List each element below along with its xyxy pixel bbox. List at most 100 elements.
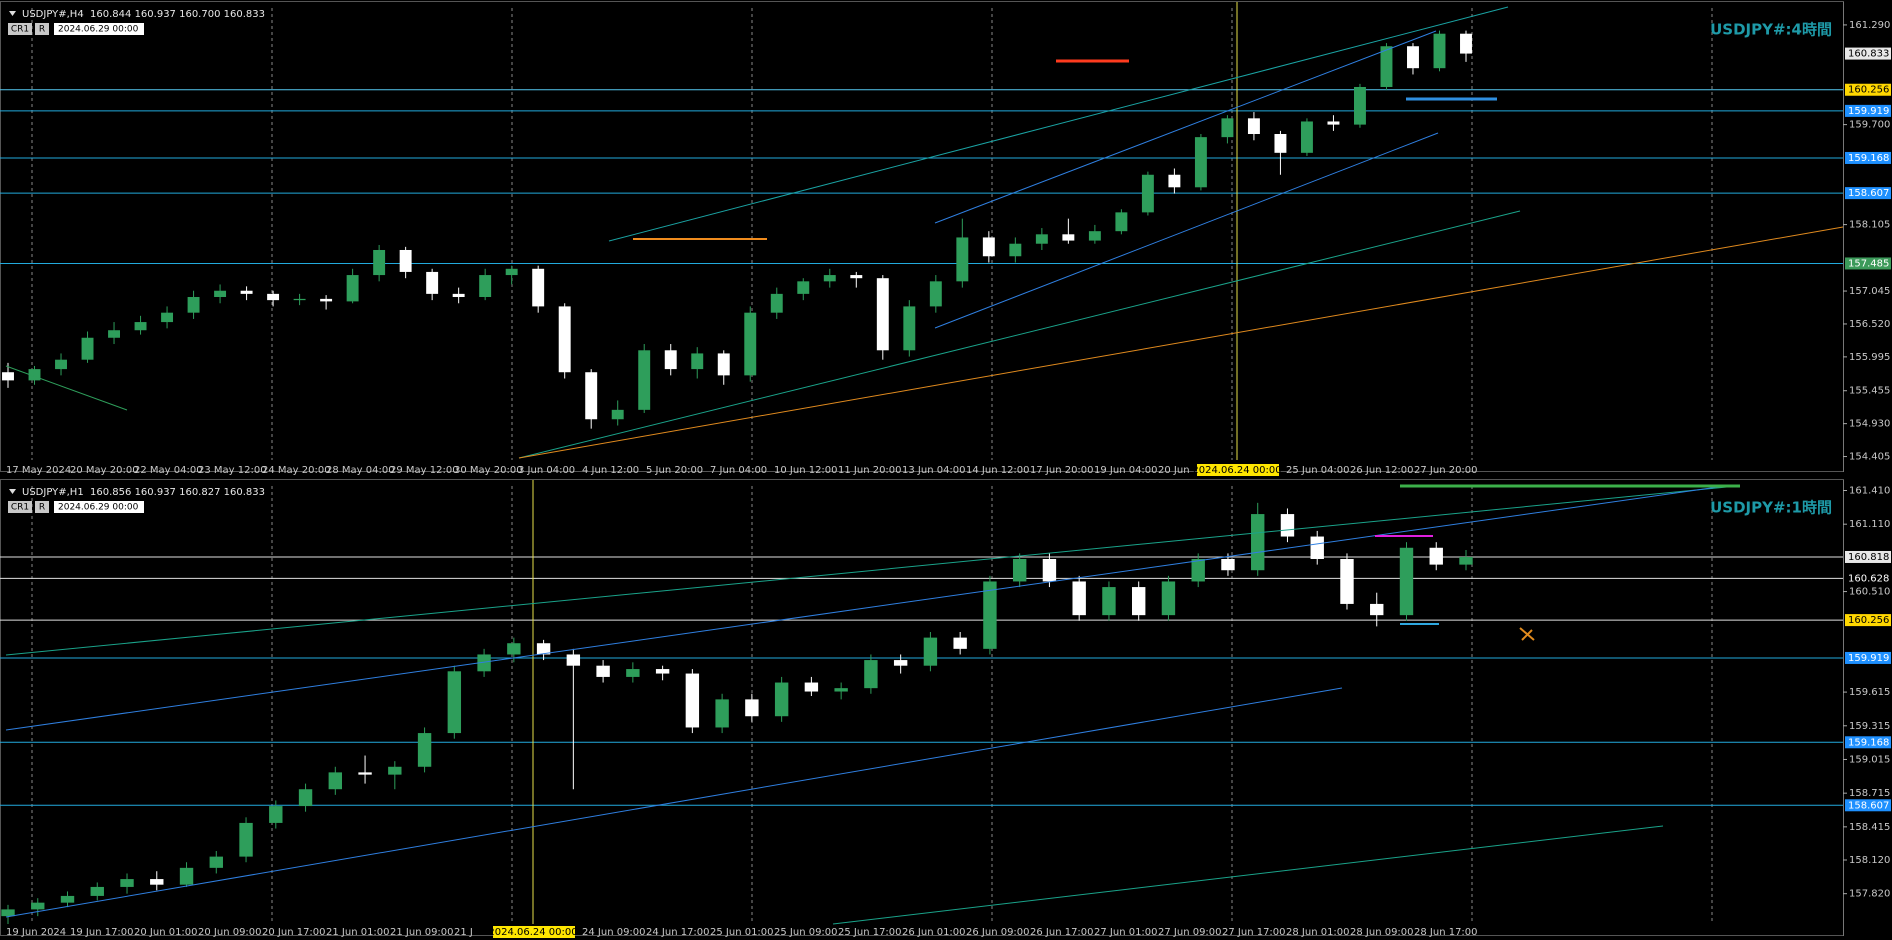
candle-body [187, 297, 200, 313]
candle-body [1399, 547, 1414, 616]
trendline [832, 825, 1664, 925]
candle-body [507, 643, 521, 655]
candle-body [1102, 587, 1116, 616]
x-tick-label: 26 Jun 17:00 [1030, 927, 1094, 938]
candle-body [626, 669, 640, 677]
candle-body [611, 409, 624, 420]
candle-body [240, 290, 253, 294]
candle-body [31, 902, 45, 910]
candle-body [536, 643, 551, 655]
y-tick-label: 157.820 [1849, 889, 1890, 900]
y-tick-label: 160.510 [1849, 587, 1890, 598]
candle-body [1042, 559, 1057, 582]
level-label-bg [1845, 83, 1891, 96]
candle-body [1161, 581, 1176, 616]
candle-body [1191, 559, 1205, 582]
candle-body [293, 298, 306, 301]
trendline [608, 6, 1509, 242]
candle-body [60, 895, 75, 903]
x-tick-label: 28 Jun 09:00 [1350, 927, 1414, 938]
candle-body [1035, 234, 1048, 244]
candle-body [267, 293, 280, 301]
y-tick-label: 154.930 [1849, 419, 1890, 430]
candle-body [1088, 231, 1101, 241]
y-tick-label: 155.455 [1849, 386, 1890, 397]
x-tick-label: 27 Jun 17:00 [1222, 927, 1286, 938]
x-tick-label: 30 May 20:00 [454, 465, 523, 476]
x-tick-label: 7 Jun 04:00 [710, 465, 767, 476]
level-label-bg [1845, 187, 1891, 200]
candle-body [2, 372, 14, 381]
x-tick-label: 25 Jun 01:00 [710, 927, 774, 938]
candle-body [505, 268, 518, 276]
candle-body [1131, 587, 1146, 616]
y-tick-label: 159.315 [1849, 721, 1890, 732]
bid-label-bg [1845, 47, 1891, 60]
x-tick-label: 28 Jun 17:00 [1414, 927, 1478, 938]
x-tick-label: 20 Jun 17:00 [262, 927, 326, 938]
level-label-bg [1845, 572, 1891, 585]
candle-body [864, 660, 878, 689]
candle-body [161, 312, 174, 323]
candle-body [358, 772, 372, 775]
candle-body [1380, 46, 1393, 87]
candle-body [1141, 174, 1154, 213]
x-tick-label: 19 Jun 17:00 [70, 927, 134, 938]
level-label-bg [1845, 151, 1891, 164]
cursor-label: 2024.06.24 00:00 [1192, 465, 1281, 476]
time-field [54, 501, 144, 513]
candle-body [346, 275, 359, 302]
toolbar-button[interactable] [8, 501, 32, 513]
level-label-bg [1845, 614, 1891, 627]
candle-body [804, 682, 819, 692]
x-tick-label: 20 Jun 01:00 [134, 927, 198, 938]
candle-body [1460, 33, 1472, 54]
symbol-header: USDJPY#,H4 160.844 160.937 160.700 160.8… [22, 9, 265, 20]
trendline [934, 30, 1437, 224]
candle-body [923, 637, 938, 666]
level-label: 158.607 [1848, 188, 1889, 199]
candle-body [1274, 134, 1287, 153]
x-tick-label: 21 Jun 01:00 [326, 927, 390, 938]
candle-body [239, 822, 253, 857]
x-tick-label: 23 May 12:00 [198, 465, 267, 476]
candle-body [452, 293, 465, 298]
candle-body [388, 766, 402, 775]
candle-body [585, 372, 598, 420]
candle-body [90, 886, 104, 896]
x-tick-label: 3 Jun 04:00 [518, 465, 575, 476]
toolbar-button-label: CR1 [11, 25, 29, 35]
trendline [5, 485, 1726, 731]
toolbar-button[interactable] [35, 501, 49, 513]
candle-body [1353, 86, 1366, 125]
y-tick-label: 161.410 [1849, 485, 1890, 496]
candle-body [1340, 559, 1354, 604]
level-label: 158.607 [1848, 800, 1889, 811]
candle-body [982, 237, 995, 257]
candle-body [691, 353, 704, 370]
candle-body [320, 298, 333, 302]
collapse-arrow [9, 11, 16, 16]
chart-pane: 161.410 161.110 160.510 159.615 159.315 159.0… [0, 479, 1891, 938]
toolbar-button-label: R [39, 25, 45, 35]
drawings [5, 6, 1844, 925]
x-tick-label: 28 May 04:00 [326, 465, 395, 476]
toolbar-button[interactable] [8, 23, 32, 35]
x-tick-label: 17 Jun 20:00 [1030, 465, 1094, 476]
x-tick-label: 25 Jun 04:00 [1286, 465, 1350, 476]
candle-body [893, 660, 908, 666]
candle-body [1251, 514, 1265, 571]
candle-body [1459, 556, 1473, 565]
x-tick-label: 13 Jun 04:00 [902, 465, 966, 476]
candle-body [399, 249, 412, 272]
x-tick-label: 22 May 04:00 [134, 465, 203, 476]
x-tick-label: 25 Jun 09:00 [774, 927, 838, 938]
level-label-bg [1845, 651, 1891, 664]
candle-body [120, 879, 134, 887]
toolbar-button-label: CR1 [11, 503, 29, 513]
candle-body [134, 322, 147, 331]
collapse-arrow [9, 489, 16, 494]
x-tick-label: 27 Jun 01:00 [1094, 927, 1158, 938]
x-tick-label: 10 Jun 12:00 [774, 465, 838, 476]
toolbar-button[interactable] [35, 23, 49, 35]
